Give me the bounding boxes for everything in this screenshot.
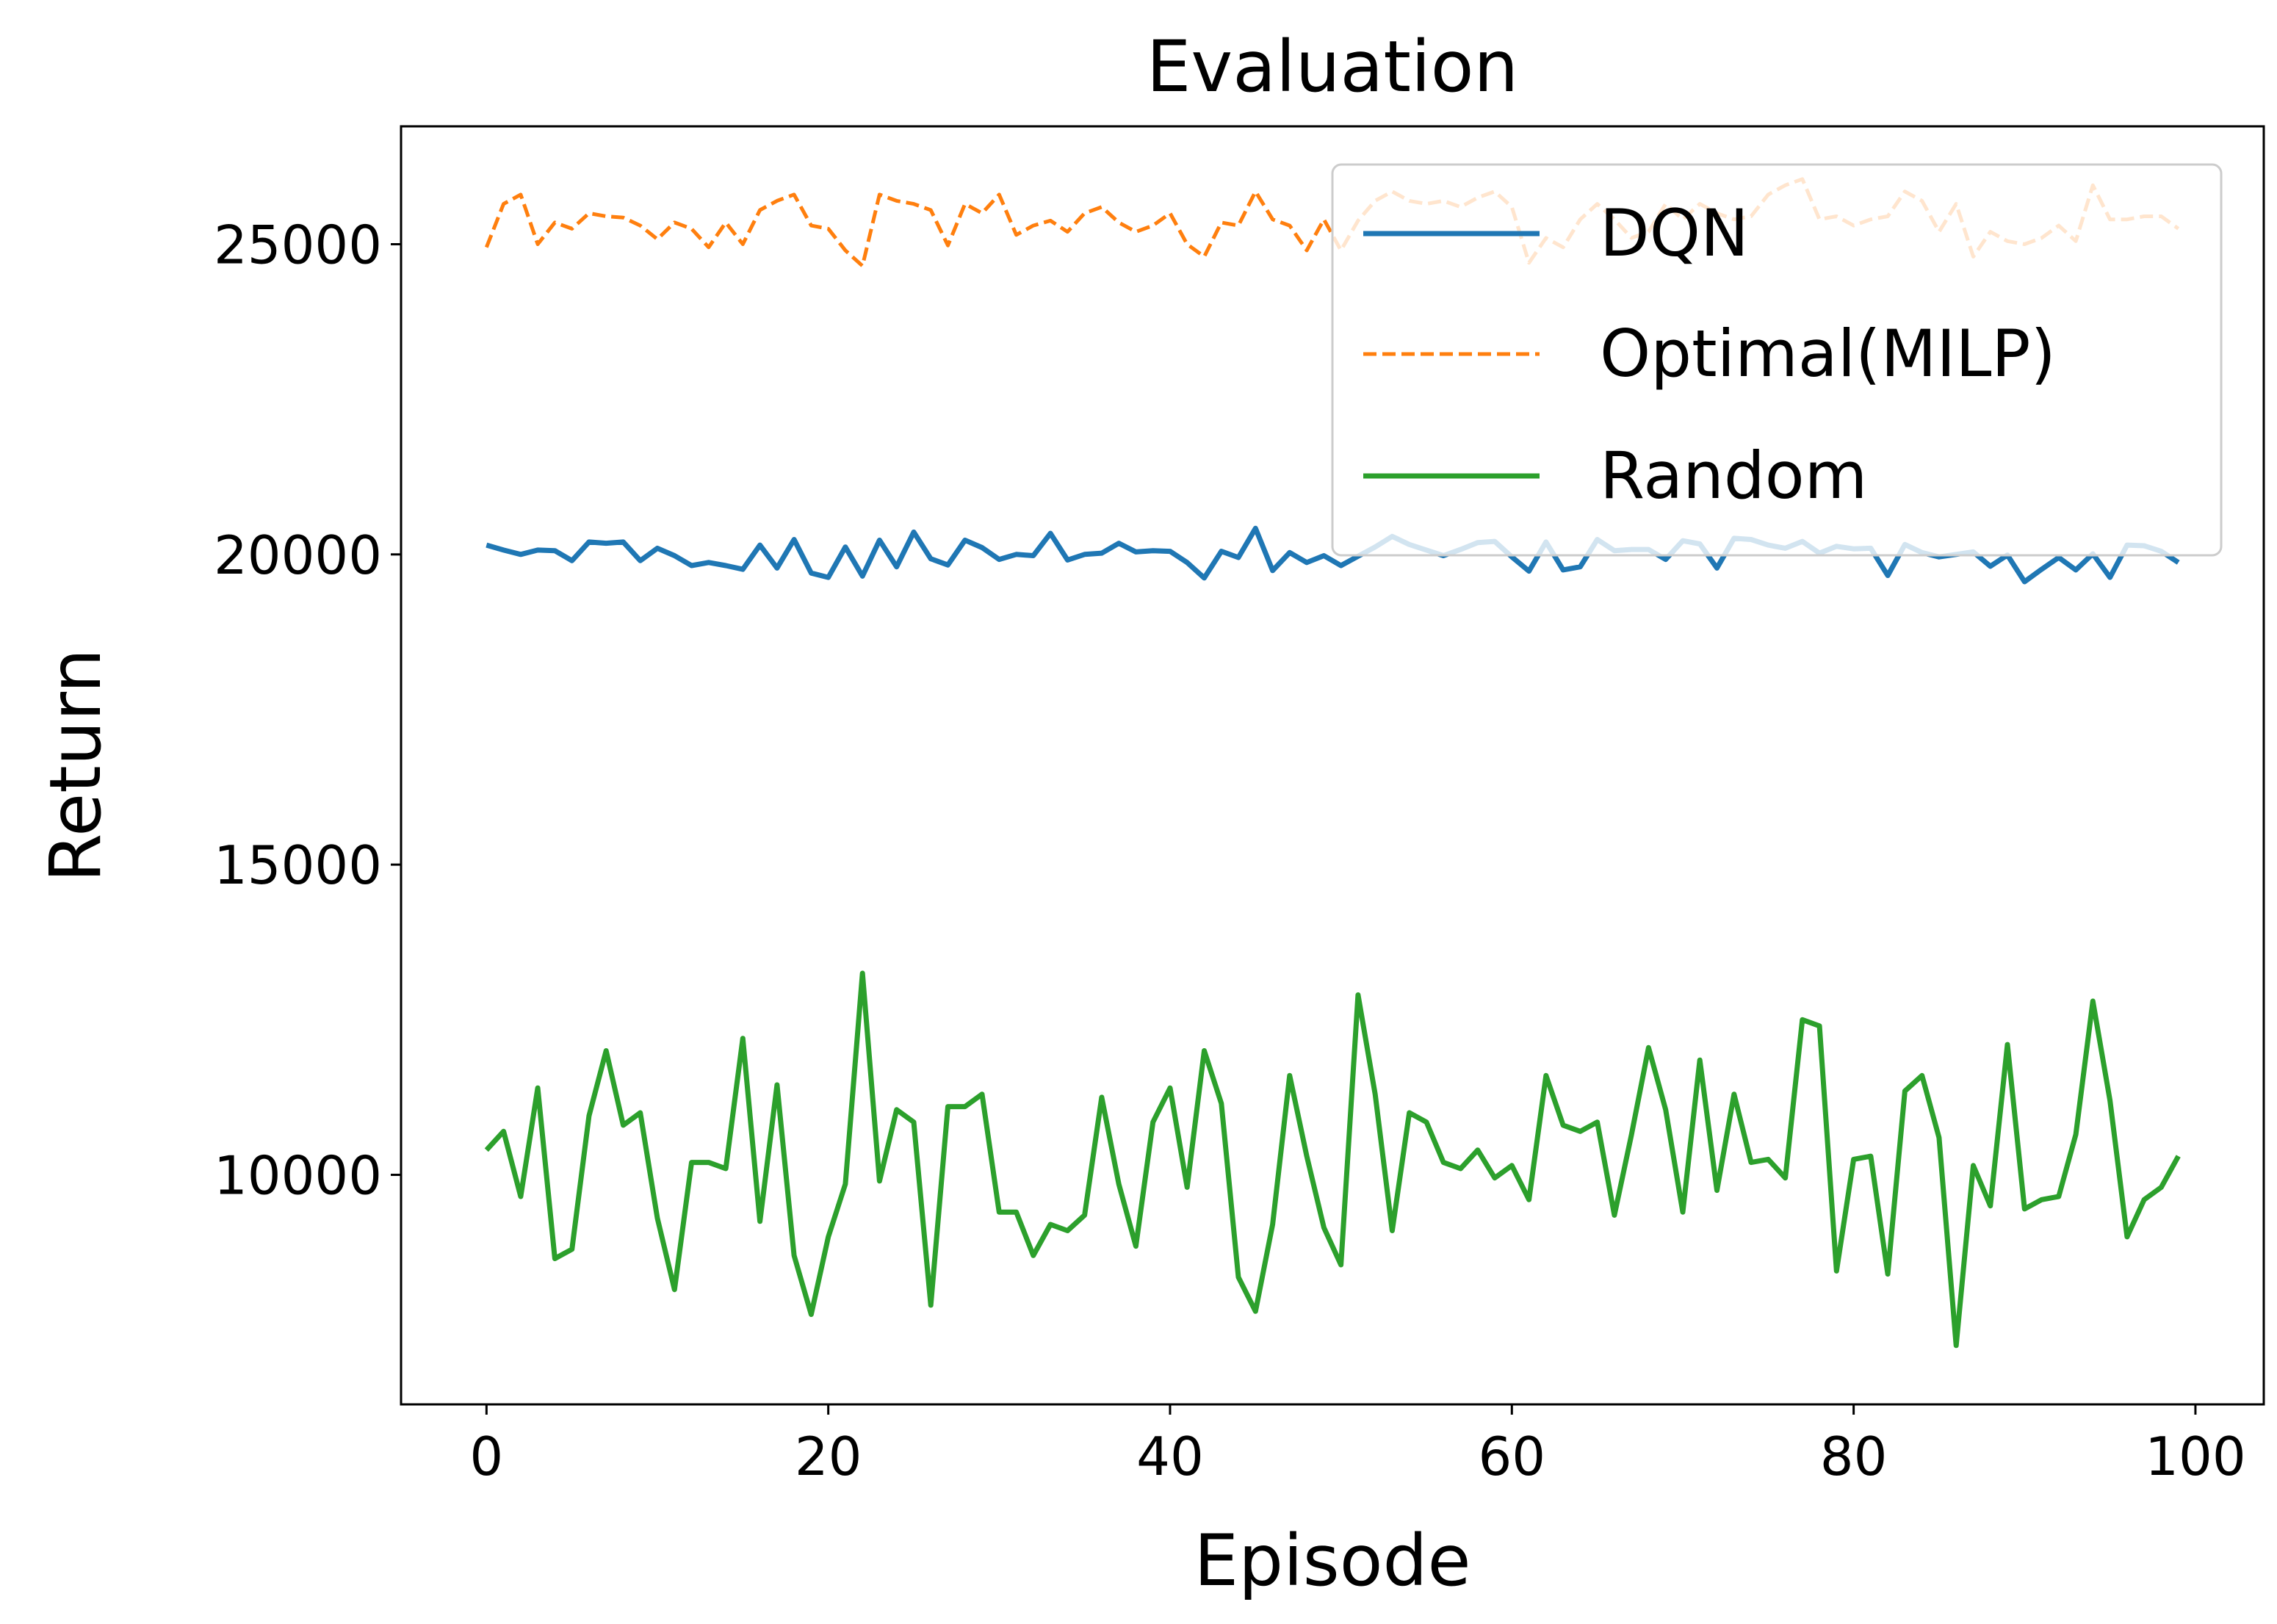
legend: DQN Optimal(MILP) Random <box>1331 163 2223 557</box>
legend-label-optimal-milp: Optimal(MILP) <box>1600 316 2056 391</box>
legend-label-dqn: DQN <box>1600 195 1749 271</box>
legend-box <box>1331 163 2223 557</box>
chart-title: Evaluation <box>1147 26 1519 108</box>
series-line-dqn <box>486 525 2180 585</box>
y-tick-label: 25000 <box>214 214 382 275</box>
x-axis-label: Episode <box>1194 1520 1471 1602</box>
plot-frame <box>400 125 2265 1406</box>
y-axis-ticks: 10000 15000 20000 25000 <box>214 214 401 1206</box>
legend-label-random: Random <box>1600 438 1867 513</box>
y-tick-label: 15000 <box>214 834 382 896</box>
x-tick-label: 20 <box>795 1426 862 1487</box>
x-tick-label: 60 <box>1478 1426 1545 1487</box>
x-tick-label: 0 <box>469 1426 503 1487</box>
x-axis-ticks: 0 20 40 60 80 100 <box>469 1404 2246 1487</box>
y-tick-label: 20000 <box>214 524 382 586</box>
x-tick-label: 40 <box>1136 1426 1204 1487</box>
series-line-random <box>484 970 2181 1349</box>
x-tick-label: 100 <box>2145 1426 2245 1487</box>
y-tick-label: 10000 <box>214 1144 382 1206</box>
x-tick-label: 80 <box>1820 1426 1888 1487</box>
y-axis-label: Return <box>35 649 117 883</box>
